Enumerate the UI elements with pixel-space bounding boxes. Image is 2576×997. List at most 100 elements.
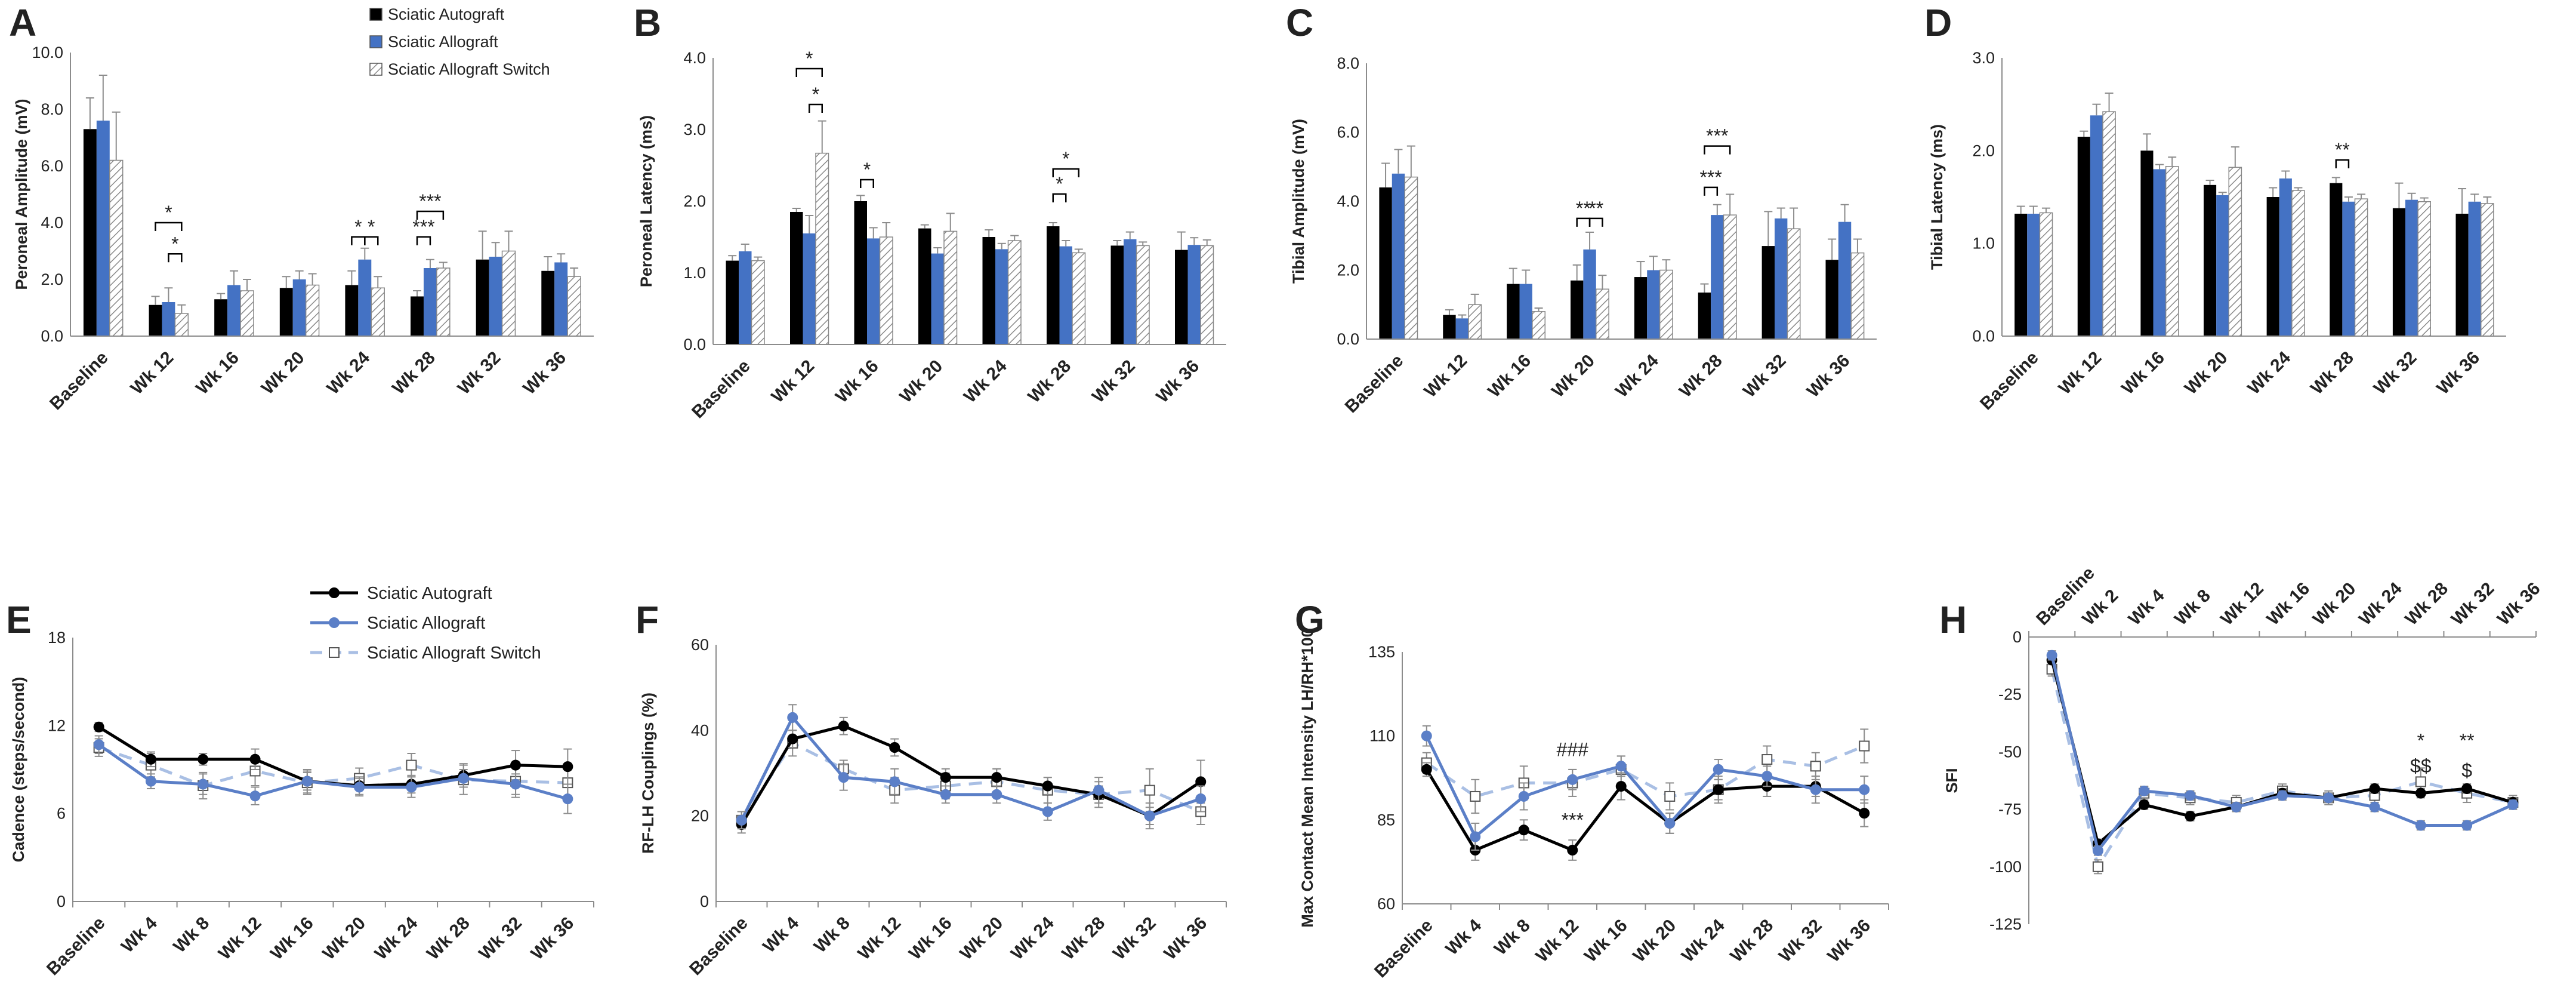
significance-marker: * (863, 159, 871, 180)
y-tick-label: 60 (691, 636, 709, 654)
data-point (2415, 820, 2426, 831)
bar (1047, 226, 1060, 344)
x-tick-label: Wk 12 (1532, 916, 1583, 967)
bar (1110, 245, 1124, 344)
bar (943, 230, 958, 345)
data-point (2092, 845, 2103, 856)
data-point (406, 759, 417, 771)
data-point (1144, 784, 1155, 796)
significance-marker: * (368, 216, 375, 238)
bar (436, 267, 451, 337)
data-point (1470, 790, 1481, 802)
legend-label: Sciatic Autograft (367, 584, 492, 603)
bar (2140, 150, 2154, 337)
bar (726, 260, 739, 344)
data-point (1144, 810, 1155, 821)
y-tick-label: 2.0 (41, 270, 63, 288)
y-tick-label: -100 (1989, 858, 2022, 876)
data-point (1421, 730, 1432, 741)
bar (541, 270, 555, 336)
bar (2468, 201, 2481, 336)
x-tick-label: Wk 36 (2433, 348, 2484, 399)
significance-marker: $ (2461, 760, 2472, 781)
bar (1124, 239, 1137, 344)
x-tick-label: Baseline (1341, 351, 1408, 417)
significance-bracket (1704, 186, 1719, 196)
x-tick-label: Wk 24 (1678, 915, 1729, 966)
bar (2077, 137, 2090, 337)
significance-marker: ** (1588, 198, 1603, 219)
series-line (740, 715, 1202, 821)
bar (2417, 201, 2431, 337)
x-tick-label: Wk 36 (1153, 356, 1204, 407)
y-tick-label: 2.0 (683, 192, 706, 210)
data-point (991, 772, 1002, 783)
x-tick-label: Wk 32 (1739, 351, 1790, 402)
data-point (458, 773, 469, 784)
bar (423, 268, 437, 336)
series-line (98, 743, 569, 801)
x-tick-label: Wk 16 (832, 356, 883, 407)
y-tick-label: 40 (691, 721, 709, 739)
bar (501, 250, 516, 337)
x-tick-label: Wk 12 (215, 913, 266, 964)
x-tick-label: Wk 12 (127, 348, 178, 399)
bar (2090, 115, 2103, 336)
bar (1698, 293, 1711, 339)
legend-label: Sciatic Allograft Switch (367, 644, 541, 663)
significance-bracket (416, 236, 431, 245)
x-tick-label: Wk 20 (896, 356, 947, 407)
x-tick-label: Wk 20 (258, 348, 308, 399)
x-tick-label: Wk 32 (1775, 916, 1826, 967)
legend-marker (329, 617, 340, 628)
data-point (562, 793, 573, 805)
x-tick-label: Wk 36 (519, 348, 570, 399)
data-point (889, 776, 900, 787)
bar (227, 285, 241, 336)
x-tick-label: Wk 12 (768, 356, 819, 407)
data-point (2461, 783, 2473, 794)
data-point (1859, 740, 1870, 752)
legend-bar-panels: Sciatic Autograft Sciatic Allograft Sciati… (369, 5, 550, 78)
significance-marker: *** (412, 216, 434, 238)
bar (2153, 169, 2166, 336)
panel-D: D 0.0 1.0 2.0 3.0 Tibial Latency (ms) Baseline… (1924, 1, 2506, 414)
x-tick-label: Baseline (686, 913, 752, 980)
data-point (2277, 790, 2288, 801)
bar (879, 236, 893, 345)
x-tick-label: Wk 24 (323, 347, 374, 398)
x-tick-label: Baseline (688, 356, 754, 423)
bar (2204, 184, 2217, 336)
data-point (2139, 785, 2150, 796)
data-point (1093, 784, 1105, 796)
x-tick-label: Wk 24 (1612, 350, 1662, 401)
significance-bracket (2335, 159, 2350, 168)
y-tick-label: 18 (48, 629, 66, 647)
bar (1659, 269, 1673, 340)
y-tick-label: 0 (700, 893, 709, 910)
bar (1507, 284, 1520, 339)
bar (1647, 270, 1660, 339)
bar (2266, 197, 2279, 336)
data-point (2139, 799, 2150, 810)
bar (995, 249, 1008, 344)
bar (240, 290, 254, 337)
significance-marker: ### (1557, 738, 1589, 760)
y-tick-label: 2.0 (1337, 261, 1359, 279)
bar (2039, 212, 2053, 337)
data-point (93, 721, 104, 733)
x-tick-label: Wk 24 (2244, 347, 2295, 398)
significance-bracket (860, 179, 874, 188)
panel-C: C 0.0 2.0 4.0 6.0 8.0 Tibial Amplitude (mV) Bas… (1286, 1, 1877, 417)
bar (1583, 249, 1596, 339)
bar (1825, 260, 1838, 339)
x-tick-label: Wk 20 (957, 913, 1007, 964)
bar (854, 201, 867, 344)
x-tick-label: Wk 36 (1161, 913, 1211, 964)
data-point (1713, 764, 1724, 775)
y-tick-label: 3.0 (683, 121, 706, 139)
y-tick-label: -125 (1989, 915, 2022, 933)
panel-letter: D (1924, 1, 1952, 44)
x-tick-label: Wk 24 (2355, 578, 2406, 629)
bar (1596, 288, 1609, 340)
